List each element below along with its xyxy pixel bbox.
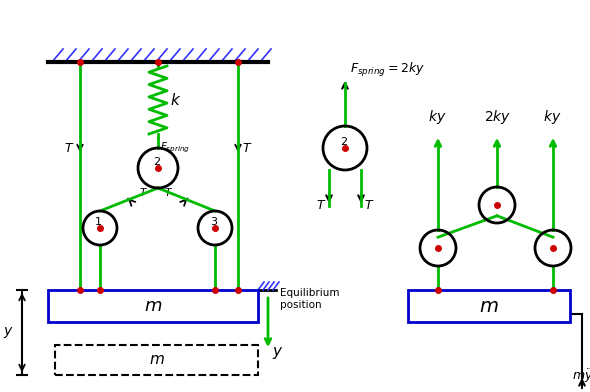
Bar <box>408 290 570 322</box>
Text: $2ky$: $2ky$ <box>484 108 512 126</box>
Text: $m\ddot{y}$: $m\ddot{y}$ <box>572 367 590 385</box>
Text: 3: 3 <box>210 217 217 227</box>
Text: $F_{spring}$: $F_{spring}$ <box>160 141 191 155</box>
Bar <box>55 345 258 375</box>
Text: $m$: $m$ <box>479 296 499 316</box>
Text: $T$: $T$ <box>139 186 148 198</box>
Bar <box>48 290 258 322</box>
Text: $k$: $k$ <box>170 92 181 108</box>
Text: $T$: $T$ <box>364 199 375 212</box>
Text: $T$: $T$ <box>316 199 326 212</box>
Text: $m$: $m$ <box>144 297 162 315</box>
Text: $F_{spring}=2ky$: $F_{spring}=2ky$ <box>350 61 425 79</box>
Text: $ky$: $ky$ <box>543 108 562 126</box>
Text: $T$: $T$ <box>242 142 253 154</box>
Text: Equilibrium
position: Equilibrium position <box>280 288 339 310</box>
Text: $T$: $T$ <box>164 186 173 198</box>
Text: $T$: $T$ <box>64 142 74 154</box>
Text: 2: 2 <box>153 157 160 167</box>
Text: $y$: $y$ <box>272 345 284 361</box>
Text: 2: 2 <box>340 137 347 147</box>
Text: $ky$: $ky$ <box>428 108 447 126</box>
Text: 1: 1 <box>95 217 102 227</box>
Text: $y$: $y$ <box>2 325 14 340</box>
Text: $m$: $m$ <box>149 352 165 368</box>
